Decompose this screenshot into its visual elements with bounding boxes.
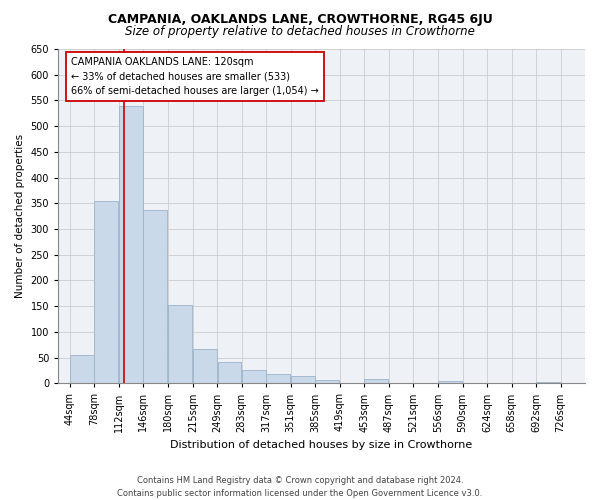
Text: CAMPANIA, OAKLANDS LANE, CROWTHORNE, RG45 6JU: CAMPANIA, OAKLANDS LANE, CROWTHORNE, RG4… [107,12,493,26]
Text: Contains HM Land Registry data © Crown copyright and database right 2024.
Contai: Contains HM Land Registry data © Crown c… [118,476,482,498]
Bar [266,374,290,384]
Bar [242,370,266,384]
Bar [193,350,217,384]
Bar [316,380,340,384]
Bar [94,200,118,384]
Bar [143,210,167,384]
Bar [168,305,193,384]
Text: Size of property relative to detached houses in Crowthorne: Size of property relative to detached ho… [125,25,475,38]
Bar [364,379,388,384]
Bar [70,355,94,384]
Bar [218,362,241,384]
Bar [119,106,143,384]
Text: CAMPANIA OAKLANDS LANE: 120sqm
← 33% of detached houses are smaller (533)
66% of: CAMPANIA OAKLANDS LANE: 120sqm ← 33% of … [71,56,319,96]
Bar [439,380,463,384]
Bar [536,382,560,384]
Bar [291,376,315,384]
X-axis label: Distribution of detached houses by size in Crowthorne: Distribution of detached houses by size … [170,440,473,450]
Y-axis label: Number of detached properties: Number of detached properties [15,134,25,298]
Bar [340,382,364,384]
